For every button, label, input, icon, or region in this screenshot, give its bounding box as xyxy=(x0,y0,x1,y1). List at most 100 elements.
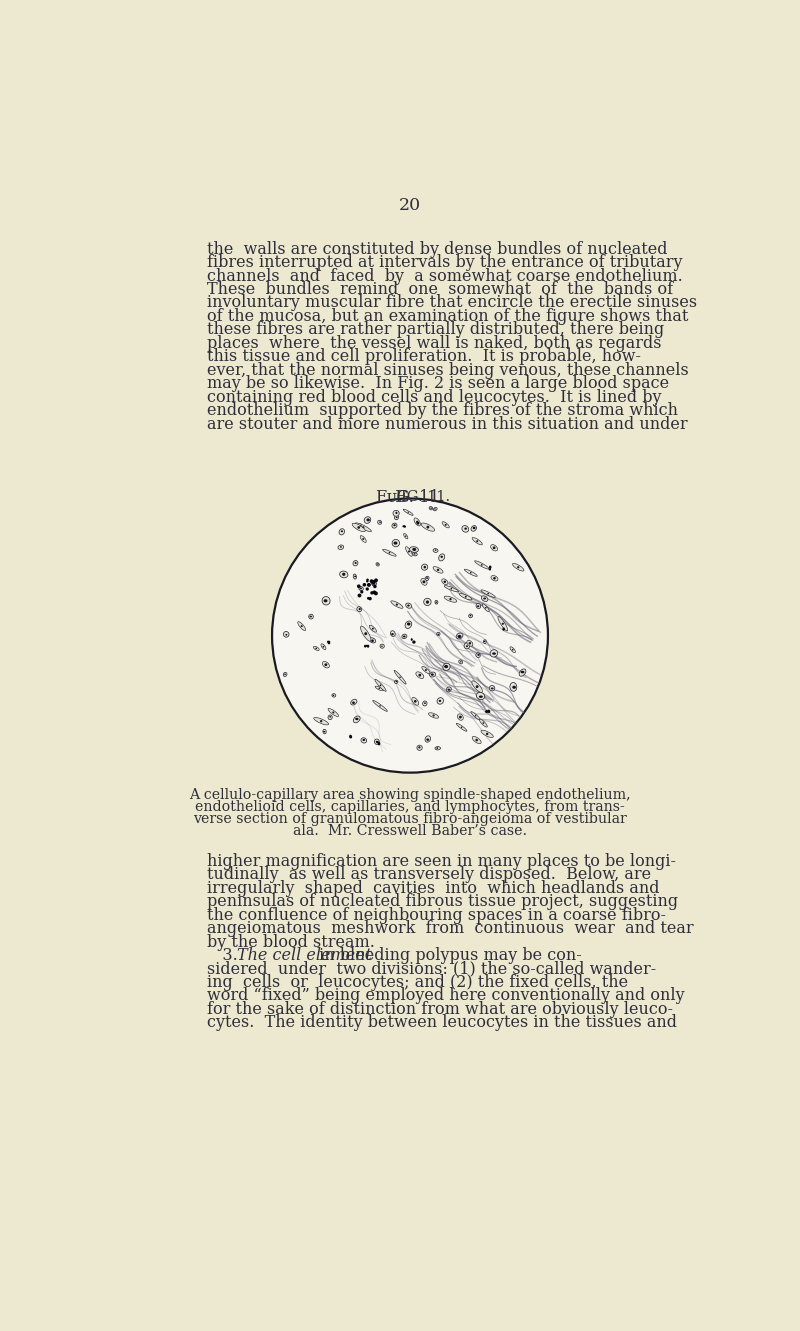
Ellipse shape xyxy=(444,586,458,592)
Ellipse shape xyxy=(517,566,519,568)
Text: ever, that the normal sinuses being venous, these channels: ever, that the normal sinuses being veno… xyxy=(207,362,689,379)
Ellipse shape xyxy=(477,606,479,607)
Ellipse shape xyxy=(340,546,342,548)
Ellipse shape xyxy=(361,737,366,743)
Ellipse shape xyxy=(443,580,446,583)
Ellipse shape xyxy=(298,622,306,631)
Ellipse shape xyxy=(355,523,371,531)
Text: by the blood stream.: by the blood stream. xyxy=(207,933,375,950)
Ellipse shape xyxy=(425,669,427,671)
Text: higher magnification are seen in many places to be longi-: higher magnification are seen in many pl… xyxy=(207,853,676,869)
Ellipse shape xyxy=(412,697,418,705)
Ellipse shape xyxy=(473,527,475,530)
Ellipse shape xyxy=(352,701,355,704)
Ellipse shape xyxy=(433,715,434,716)
Ellipse shape xyxy=(410,639,413,640)
Ellipse shape xyxy=(498,616,508,631)
Ellipse shape xyxy=(487,711,490,713)
Circle shape xyxy=(272,499,548,772)
Ellipse shape xyxy=(437,747,438,749)
Ellipse shape xyxy=(362,526,364,528)
Text: The cell element: The cell element xyxy=(237,946,372,964)
Ellipse shape xyxy=(404,526,406,527)
Ellipse shape xyxy=(360,587,362,590)
Ellipse shape xyxy=(426,739,429,741)
Ellipse shape xyxy=(443,663,450,671)
Ellipse shape xyxy=(322,662,330,668)
Ellipse shape xyxy=(367,644,370,648)
Ellipse shape xyxy=(370,591,374,595)
Text: sidered  under  two divisions: (1) the so-called wander-: sidered under two divisions: (1) the so-… xyxy=(207,960,656,977)
Ellipse shape xyxy=(482,723,484,724)
Ellipse shape xyxy=(459,594,472,600)
Ellipse shape xyxy=(414,700,417,703)
Ellipse shape xyxy=(378,743,380,745)
Ellipse shape xyxy=(437,568,439,571)
Ellipse shape xyxy=(332,693,336,697)
Ellipse shape xyxy=(493,576,496,579)
Ellipse shape xyxy=(354,574,357,579)
Ellipse shape xyxy=(438,700,441,701)
Ellipse shape xyxy=(354,716,360,723)
Ellipse shape xyxy=(469,642,471,644)
Ellipse shape xyxy=(373,584,377,588)
Ellipse shape xyxy=(519,669,526,676)
Ellipse shape xyxy=(417,745,422,751)
Ellipse shape xyxy=(445,524,446,526)
Ellipse shape xyxy=(368,596,372,600)
Ellipse shape xyxy=(361,626,371,642)
Ellipse shape xyxy=(424,703,426,704)
Ellipse shape xyxy=(424,598,431,606)
Ellipse shape xyxy=(321,644,326,650)
Text: containing red blood cells and leucocytes.  It is lined by: containing red blood cells and leucocyte… xyxy=(207,389,662,406)
Ellipse shape xyxy=(310,616,312,618)
Ellipse shape xyxy=(412,548,416,551)
Ellipse shape xyxy=(471,526,477,531)
Ellipse shape xyxy=(374,579,378,582)
Ellipse shape xyxy=(354,575,356,578)
Ellipse shape xyxy=(483,640,486,643)
Ellipse shape xyxy=(474,560,489,570)
Text: the  walls are constituted by dense bundles of nucleated: the walls are constituted by dense bundl… xyxy=(207,241,667,258)
Text: in bleeding polypus may be con-: in bleeding polypus may be con- xyxy=(314,946,582,964)
Ellipse shape xyxy=(502,627,505,631)
Text: ala.  Mr. Cresswell Baber’s case.: ala. Mr. Cresswell Baber’s case. xyxy=(293,824,527,837)
Ellipse shape xyxy=(450,588,452,590)
Ellipse shape xyxy=(416,672,424,679)
Ellipse shape xyxy=(462,526,469,532)
Ellipse shape xyxy=(323,599,327,603)
Ellipse shape xyxy=(481,590,495,598)
Ellipse shape xyxy=(464,527,467,530)
Ellipse shape xyxy=(364,632,367,635)
Ellipse shape xyxy=(284,673,286,675)
Text: 3.: 3. xyxy=(207,946,243,964)
Text: involuntary muscular fibre that encircle the erectile sinuses: involuntary muscular fibre that encircle… xyxy=(207,294,697,311)
Ellipse shape xyxy=(422,701,427,705)
Ellipse shape xyxy=(469,614,473,618)
Ellipse shape xyxy=(330,716,331,717)
Ellipse shape xyxy=(430,507,432,508)
Ellipse shape xyxy=(332,712,334,713)
Ellipse shape xyxy=(391,634,394,635)
Ellipse shape xyxy=(405,622,412,628)
Ellipse shape xyxy=(493,547,495,550)
Ellipse shape xyxy=(404,534,408,539)
Ellipse shape xyxy=(357,584,361,588)
Ellipse shape xyxy=(374,583,375,584)
Ellipse shape xyxy=(416,520,418,523)
Ellipse shape xyxy=(435,747,441,749)
Ellipse shape xyxy=(490,650,498,658)
Ellipse shape xyxy=(366,587,369,591)
Ellipse shape xyxy=(472,538,482,544)
Ellipse shape xyxy=(464,570,478,576)
Ellipse shape xyxy=(362,739,365,741)
Ellipse shape xyxy=(435,602,437,603)
Ellipse shape xyxy=(338,544,344,550)
Ellipse shape xyxy=(314,717,329,725)
Ellipse shape xyxy=(360,591,363,594)
Ellipse shape xyxy=(341,530,343,532)
Ellipse shape xyxy=(403,510,413,515)
Ellipse shape xyxy=(422,667,430,673)
Ellipse shape xyxy=(442,522,450,528)
Ellipse shape xyxy=(320,720,322,723)
